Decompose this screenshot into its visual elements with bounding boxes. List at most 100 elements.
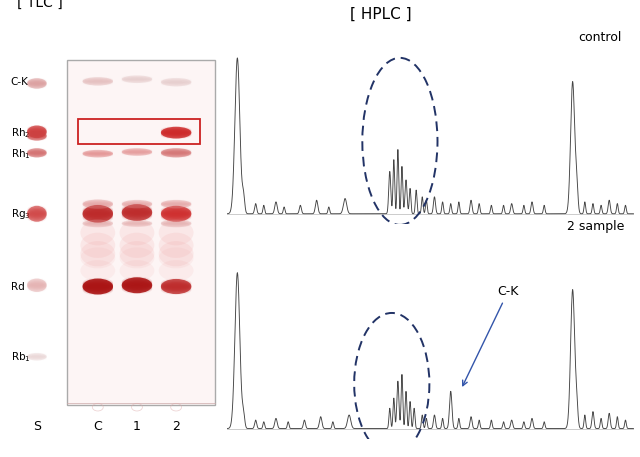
Ellipse shape	[27, 151, 47, 156]
Ellipse shape	[122, 207, 152, 218]
Ellipse shape	[83, 283, 113, 292]
Ellipse shape	[83, 207, 113, 218]
Ellipse shape	[27, 83, 47, 89]
Ellipse shape	[27, 207, 47, 216]
Ellipse shape	[159, 247, 193, 268]
Ellipse shape	[27, 129, 47, 137]
Ellipse shape	[122, 201, 152, 206]
Ellipse shape	[27, 126, 47, 138]
Ellipse shape	[159, 220, 193, 245]
Text: Rd: Rd	[11, 282, 24, 292]
Ellipse shape	[120, 241, 154, 266]
Ellipse shape	[161, 206, 191, 222]
Ellipse shape	[81, 220, 115, 245]
Ellipse shape	[161, 81, 191, 86]
Ellipse shape	[83, 151, 113, 155]
Ellipse shape	[27, 79, 47, 85]
Ellipse shape	[122, 223, 152, 227]
Ellipse shape	[161, 202, 191, 207]
Ellipse shape	[83, 206, 113, 216]
Ellipse shape	[83, 220, 113, 224]
Ellipse shape	[83, 153, 113, 157]
Text: C-K: C-K	[463, 285, 519, 386]
Ellipse shape	[83, 80, 113, 85]
Ellipse shape	[27, 208, 47, 217]
Ellipse shape	[122, 278, 152, 287]
Ellipse shape	[122, 203, 152, 208]
Ellipse shape	[161, 203, 191, 208]
Ellipse shape	[159, 233, 193, 258]
Ellipse shape	[161, 78, 191, 86]
Ellipse shape	[161, 205, 191, 215]
Ellipse shape	[83, 152, 113, 157]
Ellipse shape	[27, 150, 47, 155]
Ellipse shape	[161, 200, 191, 205]
Text: Rh$_1$: Rh$_1$	[11, 147, 31, 160]
Ellipse shape	[161, 126, 191, 133]
Ellipse shape	[27, 133, 47, 139]
Ellipse shape	[27, 131, 47, 141]
Ellipse shape	[122, 209, 152, 219]
Ellipse shape	[161, 220, 191, 227]
Ellipse shape	[27, 279, 47, 287]
Ellipse shape	[161, 201, 191, 206]
Ellipse shape	[122, 206, 152, 216]
Ellipse shape	[83, 222, 113, 226]
Ellipse shape	[161, 149, 191, 154]
Ellipse shape	[83, 202, 113, 207]
Ellipse shape	[161, 223, 191, 227]
Ellipse shape	[161, 280, 191, 289]
Ellipse shape	[159, 241, 193, 266]
Ellipse shape	[83, 211, 113, 222]
Ellipse shape	[122, 151, 152, 155]
Text: [ TLC ]: [ TLC ]	[17, 0, 63, 10]
Text: Rh$_2$: Rh$_2$	[11, 126, 31, 139]
Ellipse shape	[161, 80, 191, 85]
Ellipse shape	[83, 203, 113, 208]
Ellipse shape	[27, 131, 47, 138]
Ellipse shape	[27, 278, 47, 292]
Ellipse shape	[27, 125, 47, 133]
Ellipse shape	[83, 278, 113, 287]
Ellipse shape	[27, 205, 47, 215]
Ellipse shape	[161, 208, 191, 217]
Ellipse shape	[122, 277, 152, 293]
Ellipse shape	[83, 80, 113, 85]
Ellipse shape	[27, 283, 47, 292]
Ellipse shape	[122, 222, 152, 226]
Ellipse shape	[81, 247, 115, 268]
Ellipse shape	[122, 76, 152, 81]
Text: Rb$_1$: Rb$_1$	[11, 350, 31, 364]
Ellipse shape	[161, 200, 191, 208]
Ellipse shape	[122, 283, 152, 292]
Ellipse shape	[27, 133, 47, 138]
Ellipse shape	[161, 80, 191, 85]
Ellipse shape	[122, 222, 152, 225]
Ellipse shape	[122, 149, 152, 153]
Ellipse shape	[27, 80, 47, 86]
Ellipse shape	[122, 202, 152, 207]
Ellipse shape	[27, 353, 47, 358]
Ellipse shape	[122, 204, 152, 221]
Ellipse shape	[122, 220, 152, 227]
Ellipse shape	[83, 202, 113, 207]
Ellipse shape	[27, 209, 47, 218]
Ellipse shape	[83, 286, 113, 295]
Ellipse shape	[27, 148, 47, 154]
Ellipse shape	[83, 220, 113, 227]
Ellipse shape	[122, 205, 152, 215]
Ellipse shape	[27, 128, 47, 136]
Ellipse shape	[161, 209, 191, 218]
Text: control: control	[578, 32, 621, 44]
Ellipse shape	[27, 152, 47, 157]
Ellipse shape	[27, 354, 47, 358]
Ellipse shape	[83, 78, 113, 83]
Ellipse shape	[27, 78, 47, 89]
Ellipse shape	[83, 208, 113, 219]
Ellipse shape	[122, 281, 152, 290]
Ellipse shape	[83, 79, 113, 84]
Ellipse shape	[83, 279, 113, 289]
Ellipse shape	[83, 221, 113, 226]
Ellipse shape	[27, 132, 47, 137]
Ellipse shape	[27, 81, 47, 87]
